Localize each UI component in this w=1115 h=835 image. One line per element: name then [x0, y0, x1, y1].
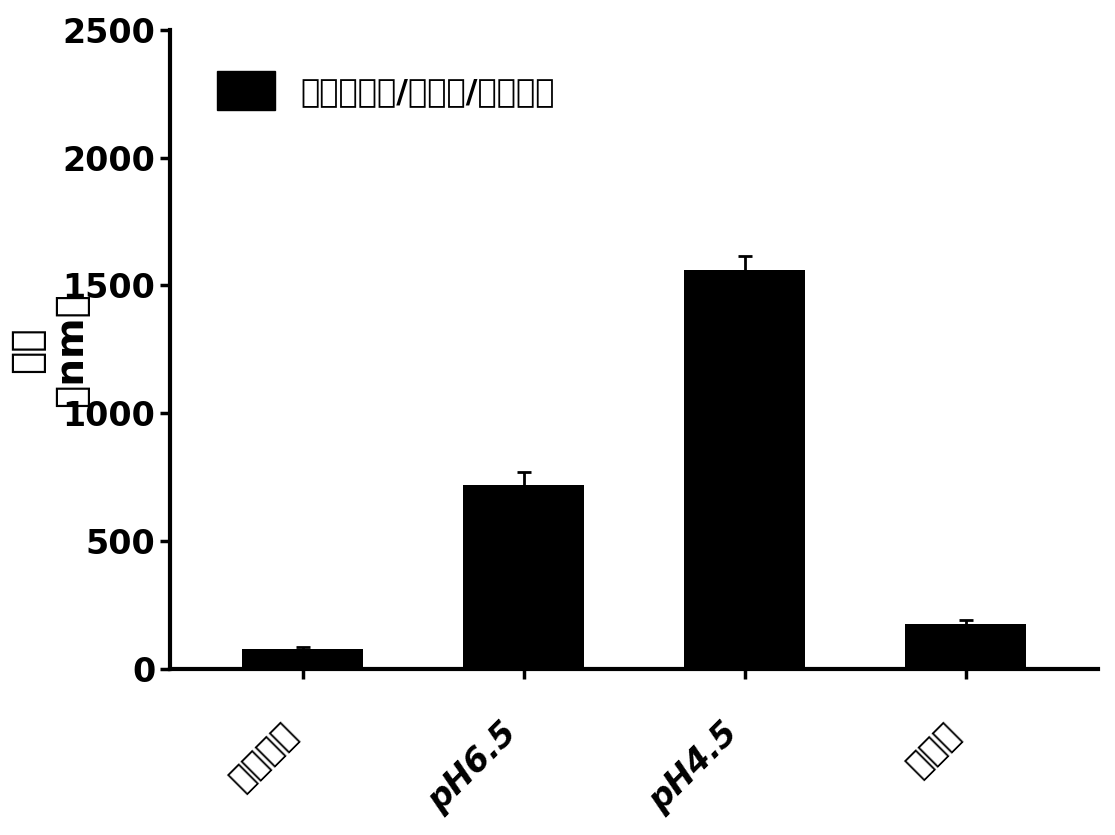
Legend: 盐酸阿霉素/单宁酸/吲哚菁绿: 盐酸阿霉素/单宁酸/吲哚菁绿: [204, 58, 568, 123]
Text: 原始制剂: 原始制剂: [223, 716, 302, 797]
Bar: [683, 270, 805, 669]
Bar: [242, 649, 363, 669]
Text: pH6.5: pH6.5: [421, 716, 524, 818]
Bar: [905, 625, 1027, 669]
Text: 粒径
（nm）: 粒径 （nm）: [8, 292, 90, 407]
Bar: [463, 485, 584, 669]
Text: pH4.5: pH4.5: [643, 716, 745, 818]
Text: 细胞液: 细胞液: [900, 716, 966, 782]
